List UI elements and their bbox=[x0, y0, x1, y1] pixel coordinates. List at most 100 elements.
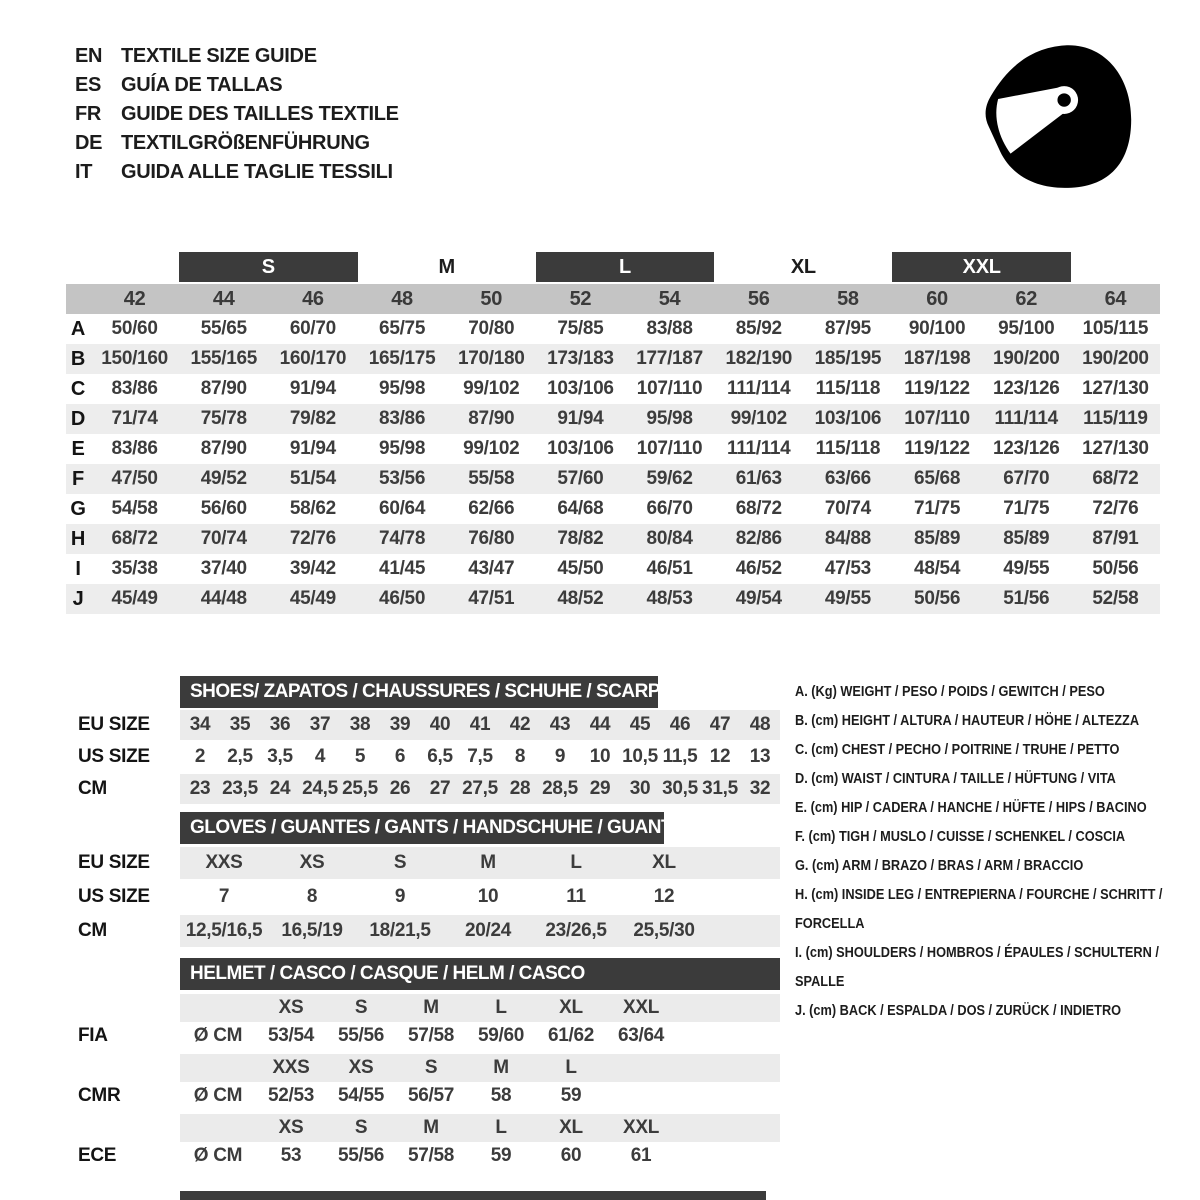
measure-cell: 123/126 bbox=[992, 438, 1060, 459]
measure-cell: 70/80 bbox=[468, 318, 515, 339]
row-values: 23 23,5 24 24,5 25,5 26 27 27,5 28 28,5 29 30 30,5 31… bbox=[180, 774, 780, 804]
language-code: DE bbox=[75, 132, 103, 154]
measure-cell: 47/50 bbox=[111, 468, 158, 489]
size-number: 64 bbox=[1104, 287, 1127, 310]
value-cell: M bbox=[480, 852, 496, 873]
value-cell: 27 bbox=[429, 778, 451, 799]
size-cell: M bbox=[493, 1057, 509, 1078]
size-cell: XS bbox=[278, 1117, 304, 1138]
measure-cell: 123/126 bbox=[992, 378, 1060, 399]
title-language-row: FR GUIDE DES TAILLES TEXTILE bbox=[75, 100, 399, 129]
measure-cell: 55/58 bbox=[468, 468, 515, 489]
legend-item: G. (cm) ARM / BRAZO / BRAS / ARM / BRACC… bbox=[795, 858, 1084, 874]
measure-cell: 85/89 bbox=[914, 528, 961, 549]
gloves-section-title: GLOVES / GUANTES / GANTS / HANDSCHUHE / … bbox=[180, 812, 677, 844]
size-cell: M bbox=[423, 997, 439, 1018]
measure-cell: 173/183 bbox=[547, 348, 614, 369]
measure-cell: 187/198 bbox=[903, 348, 971, 369]
measure-cell: 115/118 bbox=[815, 438, 881, 459]
row-label: CM bbox=[78, 778, 107, 799]
measure-cell: 170/180 bbox=[457, 348, 525, 369]
measure-cell: 115/119 bbox=[1083, 408, 1148, 429]
row-letter: H bbox=[70, 527, 86, 550]
size-number: 60 bbox=[926, 287, 948, 310]
measure-row: J 45/49 44/48 45/49 46/50 47/51 48/52 48/53 49/5… bbox=[66, 584, 1160, 614]
measure-cell: 66/70 bbox=[646, 498, 693, 519]
value-cell: XS bbox=[299, 852, 325, 873]
size-number: 62 bbox=[1015, 287, 1038, 310]
value-cell: 6,5 bbox=[427, 746, 453, 767]
value-cell: 58 bbox=[490, 1085, 512, 1106]
measure-cell: 119/122 bbox=[904, 378, 970, 399]
standard-label: FIA bbox=[78, 1025, 108, 1046]
title-language-list: EN TEXTILE SIZE GUIDE ES GUÍA DE TALLAS FR GU… bbox=[75, 42, 399, 187]
value-cell: 61 bbox=[630, 1145, 652, 1166]
value-cell: 52/53 bbox=[267, 1085, 315, 1106]
size-cell: XL bbox=[559, 997, 583, 1018]
measure-row: D 71/74 75/78 79/82 83/86 87/90 91/94 95/98 99/1… bbox=[66, 404, 1160, 434]
size-cell: XXS bbox=[272, 1057, 310, 1078]
measure-cell: 103/106 bbox=[547, 438, 614, 459]
value-cell: 47 bbox=[709, 714, 731, 735]
value-cell: 12 bbox=[653, 886, 675, 907]
size-number: 42 bbox=[123, 287, 146, 310]
measure-cell: 111/114 bbox=[994, 408, 1059, 429]
title-language-row: DE TEXTILGRÖßENFÜHRUNG bbox=[75, 129, 399, 158]
value-cell: 2 bbox=[194, 746, 206, 767]
measure-cell: 63/66 bbox=[824, 468, 871, 489]
measure-cell: 54/58 bbox=[111, 498, 158, 519]
value-cell: 30,5 bbox=[662, 778, 698, 799]
measure-cell: 87/90 bbox=[200, 378, 247, 399]
row-letter: A bbox=[70, 317, 86, 340]
measure-cell: 79/82 bbox=[289, 408, 336, 429]
value-cell: 7 bbox=[218, 886, 230, 907]
measure-cell: 95/98 bbox=[379, 438, 426, 459]
measure-row: F 47/50 49/52 51/54 53/56 55/58 57/60 59/62 61/6… bbox=[66, 464, 1160, 494]
standard-label: CMR bbox=[78, 1085, 121, 1106]
measure-cell: 49/55 bbox=[824, 588, 871, 609]
value-cell: 20/24 bbox=[464, 920, 512, 941]
legend-item: C. (cm) CHEST / PECHO / POITRINE / TRUHE… bbox=[795, 742, 1120, 758]
measure-cell: 95/98 bbox=[379, 378, 426, 399]
value-cell: 24 bbox=[269, 778, 291, 799]
size-cell: L bbox=[495, 1117, 507, 1138]
measure-cell: 127/130 bbox=[1082, 378, 1149, 399]
measure-cell: 78/82 bbox=[557, 528, 604, 549]
measure-cell: 99/102 bbox=[730, 408, 788, 429]
shoes-row: EU SIZE 34 35 36 37 38 39 40 41 42 43 44 45 46 47 48 bbox=[66, 710, 780, 740]
measure-cell: 83/88 bbox=[646, 318, 693, 339]
guide-title: GUÍA DE TALLAS bbox=[121, 74, 283, 96]
measure-row: G 54/58 56/60 58/62 60/64 62/66 64/68 66/70 68/7… bbox=[66, 494, 1160, 524]
value-cell: 34 bbox=[189, 714, 211, 735]
measure-cell: 160/170 bbox=[279, 348, 347, 369]
measure-cell: 68/72 bbox=[111, 528, 158, 549]
value-cell: 8 bbox=[306, 886, 318, 907]
size-label: S bbox=[179, 252, 358, 282]
value-cell: 28,5 bbox=[542, 778, 578, 799]
value-cell: 37 bbox=[309, 714, 331, 735]
legend-item: A. (Kg) WEIGHT / PESO / POIDS / GEWITCH … bbox=[795, 684, 1105, 700]
measure-cell: 50/56 bbox=[1092, 558, 1139, 579]
measure-cell: 70/74 bbox=[824, 498, 871, 519]
measure-cell: 105/115 bbox=[1082, 318, 1149, 339]
value-cell: 23 bbox=[189, 778, 211, 799]
measure-cell: 91/94 bbox=[289, 378, 336, 399]
measure-cell: 70/74 bbox=[200, 528, 247, 549]
measure-cell: 83/86 bbox=[111, 438, 158, 459]
measure-cell: 58/62 bbox=[289, 498, 336, 519]
value-cell: 23/26,5 bbox=[545, 920, 607, 941]
measure-cell: 52/58 bbox=[1092, 588, 1139, 609]
value-cell: 12 bbox=[709, 746, 731, 767]
measure-cell: 45/50 bbox=[557, 558, 604, 579]
value-cell: 57/58 bbox=[407, 1145, 455, 1166]
gloves-row: US SIZE 7 8 9 10 11 12 bbox=[66, 881, 780, 913]
row-letter: E bbox=[71, 437, 85, 460]
value-cell: 57/58 bbox=[407, 1025, 455, 1046]
value-cell: 9 bbox=[394, 886, 406, 907]
measure-cell: 107/110 bbox=[636, 378, 703, 399]
row-letter: I bbox=[75, 557, 81, 580]
row-values: 12,5/16,5 16,5/19 18/21,5 20/24 23/26,5 25,5/… bbox=[180, 915, 780, 947]
value-cell: 55/56 bbox=[337, 1025, 385, 1046]
measure-cell: 46/52 bbox=[735, 558, 782, 579]
measure-cell: 115/118 bbox=[815, 378, 881, 399]
